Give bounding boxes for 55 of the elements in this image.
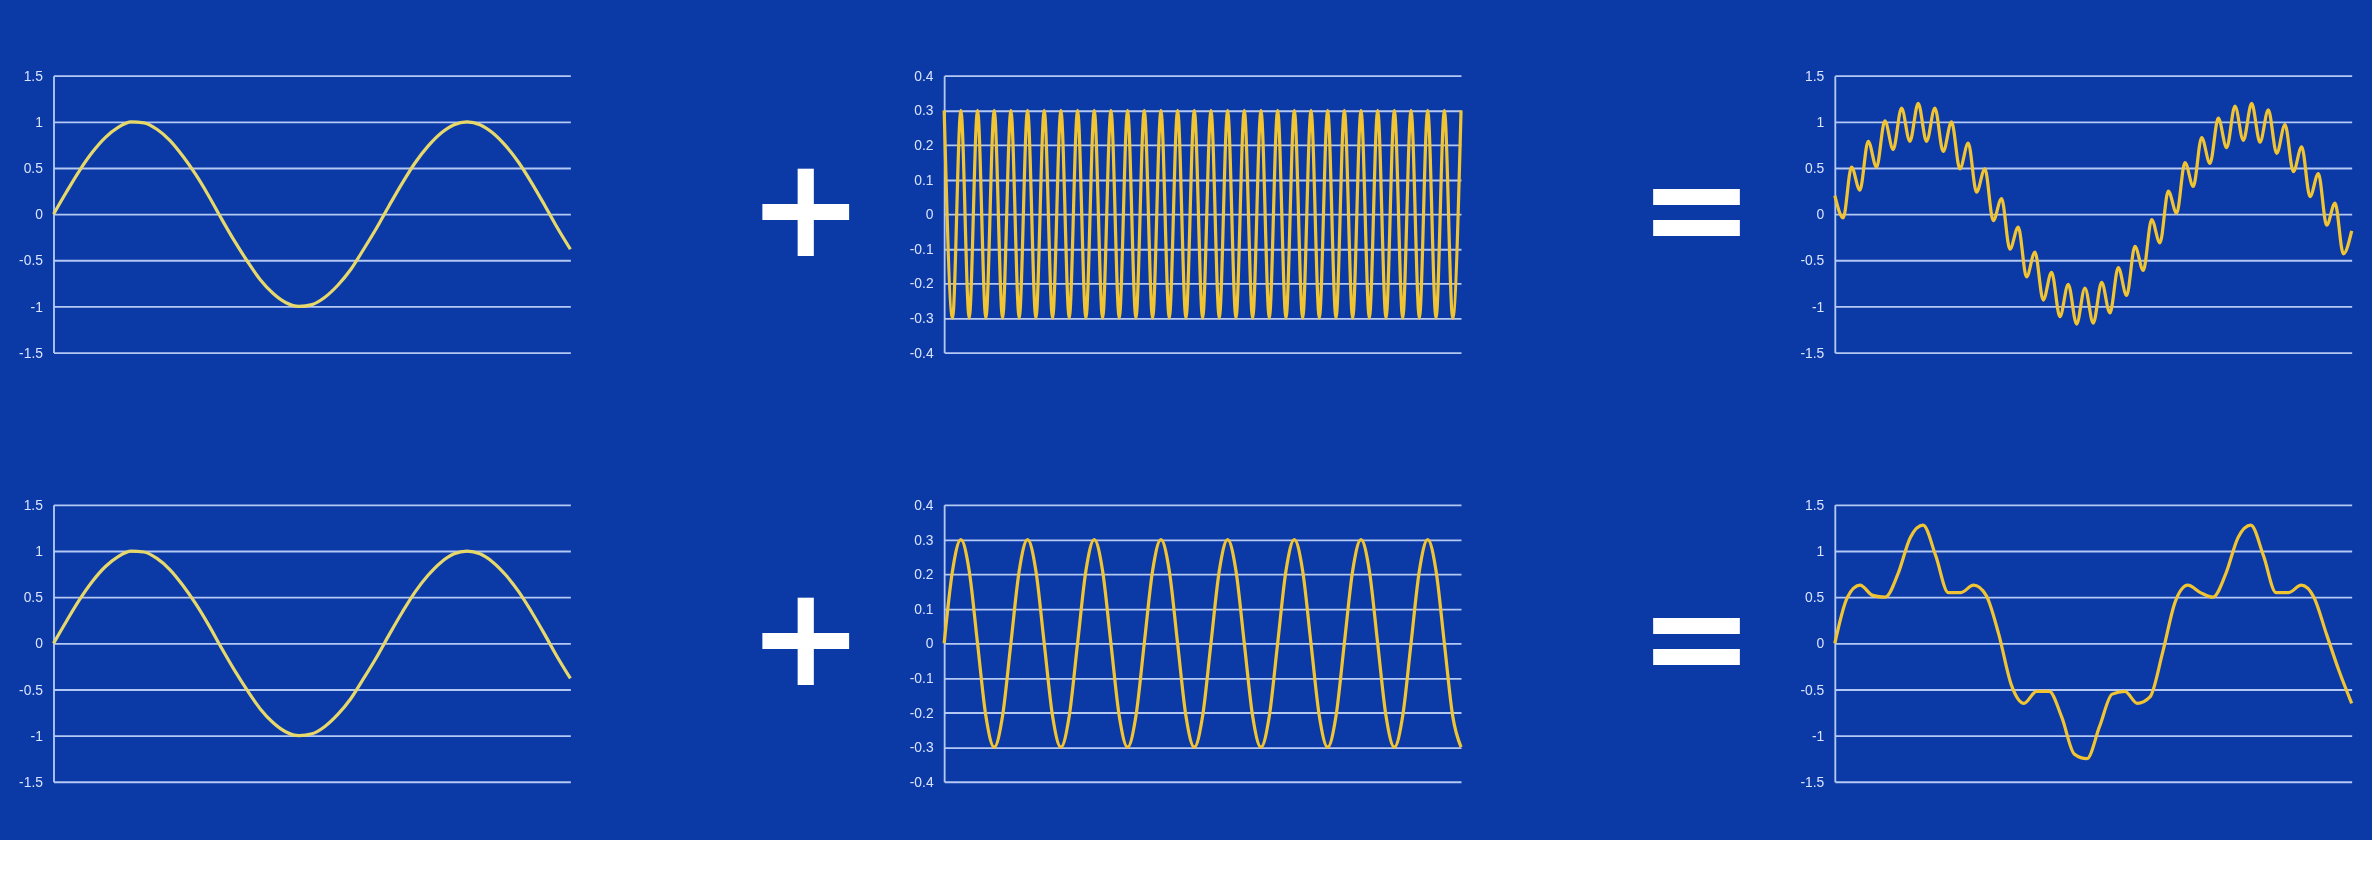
y-tick-label: -0.5 (1800, 681, 1825, 698)
y-tick-label: 0.3 (914, 531, 934, 548)
y-tick-label: 1 (35, 543, 44, 560)
text: = (1638, 555, 1755, 718)
text: + (747, 126, 864, 289)
y-tick-label: 1 (1816, 113, 1825, 130)
y-tick-label: 0 (925, 635, 934, 652)
y-tick-label: 0.1 (914, 600, 934, 617)
y-tick-label: -0.2 (909, 275, 934, 292)
y-tick-label: -1 (1811, 727, 1825, 744)
y-tick-label: -1.5 (19, 773, 44, 790)
y-tick-label: -0.1 (909, 670, 934, 687)
y-tick-label: -0.3 (909, 310, 934, 327)
y-tick-label: 0.5 (23, 160, 44, 177)
y-tick-label: 1.5 (23, 496, 44, 513)
y-tick-label: 0 (1816, 206, 1825, 223)
y-tick-label: -0.2 (909, 704, 934, 721)
y-tick-label: -0.4 (909, 773, 934, 790)
text: + (747, 555, 864, 718)
line-series (1833, 101, 2354, 326)
line-series (942, 537, 1463, 749)
y-tick-label: 1.5 (1804, 496, 1825, 513)
y-tick-label: 1.5 (23, 67, 44, 84)
y-tick-label: -1.5 (1800, 773, 1825, 790)
y-tick-label: 1.5 (1804, 67, 1825, 84)
y-tick-label: 0.5 (1804, 589, 1825, 606)
y-tick-label: -1 (30, 298, 44, 315)
text: = (1638, 126, 1755, 289)
y-tick-label: 0.2 (914, 566, 934, 583)
line-series (1833, 523, 2354, 761)
y-tick-label: 0.5 (1804, 160, 1825, 177)
y-tick-label: -1.5 (1800, 344, 1825, 361)
y-tick-label: 0 (35, 206, 44, 223)
y-tick-label: -0.5 (19, 681, 44, 698)
y-tick-label: 1 (35, 113, 44, 130)
y-tick-label: -1 (30, 727, 44, 744)
line-series (51, 549, 573, 738)
y-tick-label: 0 (1816, 635, 1825, 652)
y-tick-label: 0 (925, 206, 934, 223)
y-tick-label: 0.5 (23, 589, 44, 606)
y-tick-label: -0.3 (909, 739, 934, 756)
y-tick-label: 1 (1816, 543, 1825, 560)
y-tick-label: 0.3 (914, 102, 934, 119)
y-tick-label: 0.4 (914, 67, 934, 84)
y-tick-label: -1.5 (19, 344, 44, 361)
y-tick-label: -0.4 (909, 344, 934, 361)
y-tick-label: -0.5 (1800, 252, 1825, 269)
y-tick-label: 0.1 (914, 171, 934, 188)
y-tick-label: 0.2 (914, 137, 934, 154)
y-tick-label: 0 (35, 635, 44, 652)
line-series (51, 120, 573, 309)
y-tick-label: -0.1 (909, 240, 934, 257)
y-tick-label: 0.4 (914, 496, 934, 513)
y-tick-label: -1 (1811, 298, 1825, 315)
y-tick-label: -0.5 (19, 252, 44, 269)
